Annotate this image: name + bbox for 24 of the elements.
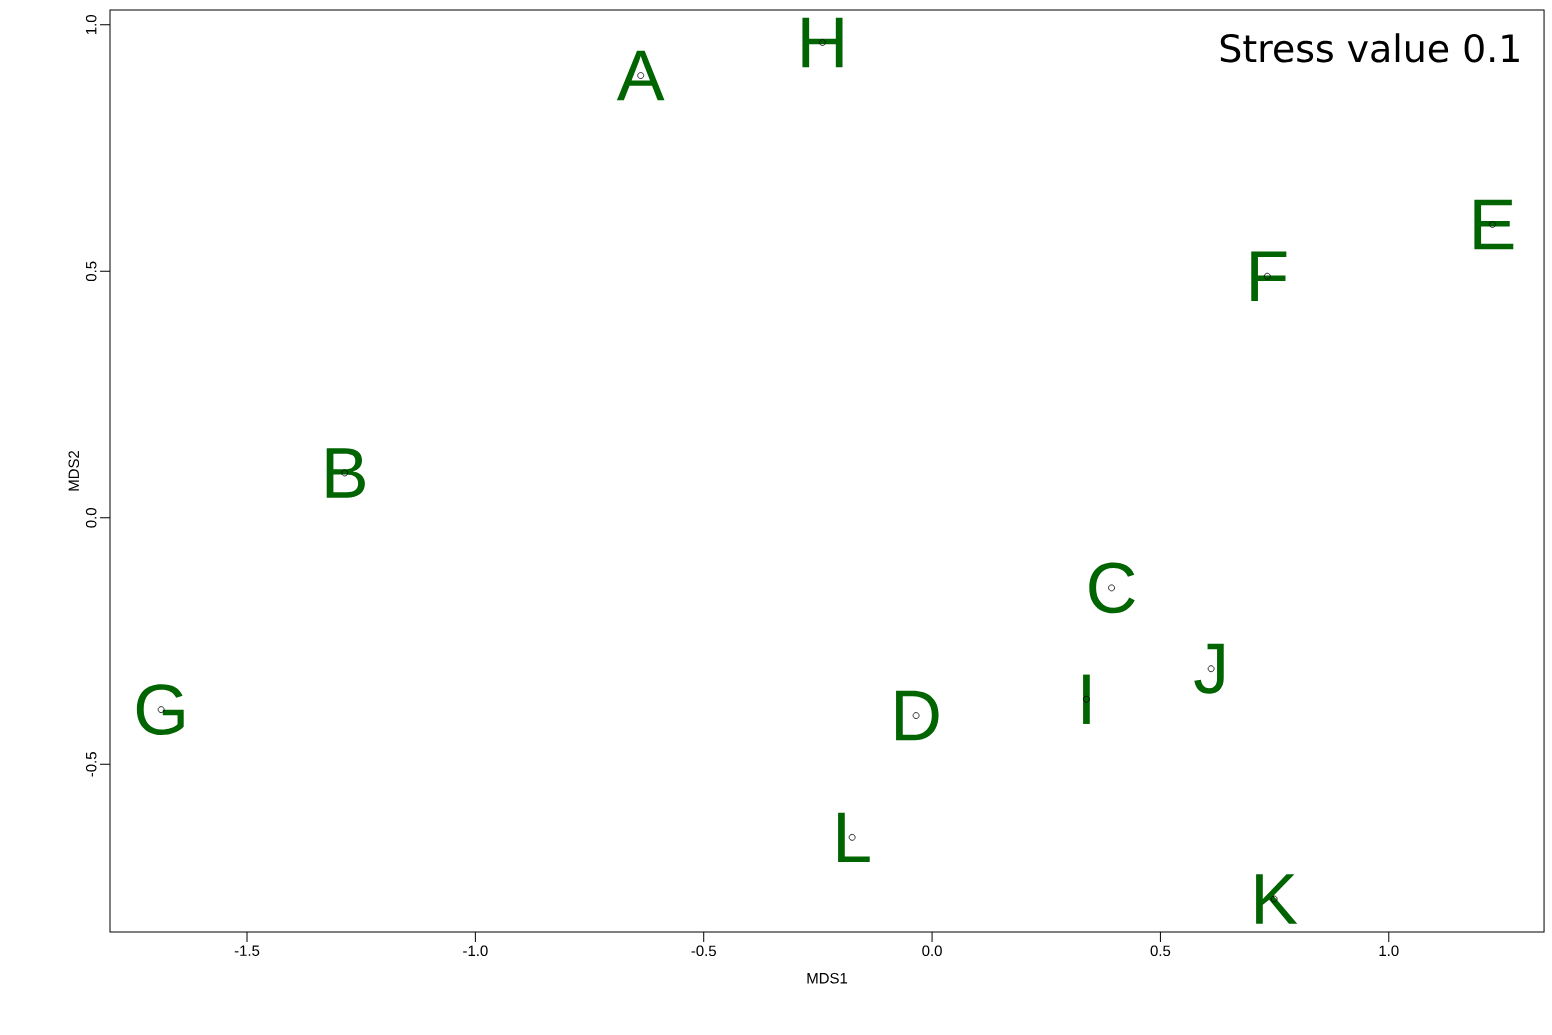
x-tick-label: 0.5 bbox=[1150, 945, 1171, 957]
annotation: Stress value 0.1 bbox=[1220, 33, 1519, 63]
annotation: D bbox=[896, 690, 939, 741]
annotation: B bbox=[326, 448, 365, 498]
annotation: L bbox=[838, 812, 870, 863]
y-axis-title: MDS2 bbox=[68, 450, 80, 491]
x-axis-title: MDS1 bbox=[807, 972, 848, 984]
annotation: F bbox=[1251, 251, 1287, 301]
annotation: J bbox=[1194, 643, 1224, 694]
y-tick-label: 1.0 bbox=[85, 14, 97, 35]
annotation: K bbox=[1256, 874, 1298, 924]
x-tick-label: 0.0 bbox=[922, 945, 942, 957]
annotation: C bbox=[1089, 562, 1135, 614]
annotation: A bbox=[616, 50, 665, 101]
y-tick-label: -0.5 bbox=[85, 752, 97, 777]
annotation: H bbox=[802, 17, 843, 68]
x-tick-label: 1.0 bbox=[1379, 945, 1399, 957]
y-tick-label: 0.5 bbox=[85, 261, 97, 282]
x-tick-label: -1.0 bbox=[463, 945, 488, 957]
annotation: E bbox=[1474, 199, 1514, 250]
annotation: G bbox=[136, 684, 184, 736]
x-tick-label: -1.5 bbox=[234, 945, 260, 956]
y-tick-label: 0.0 bbox=[85, 508, 97, 528]
x-tick-label: -0.5 bbox=[691, 945, 716, 957]
